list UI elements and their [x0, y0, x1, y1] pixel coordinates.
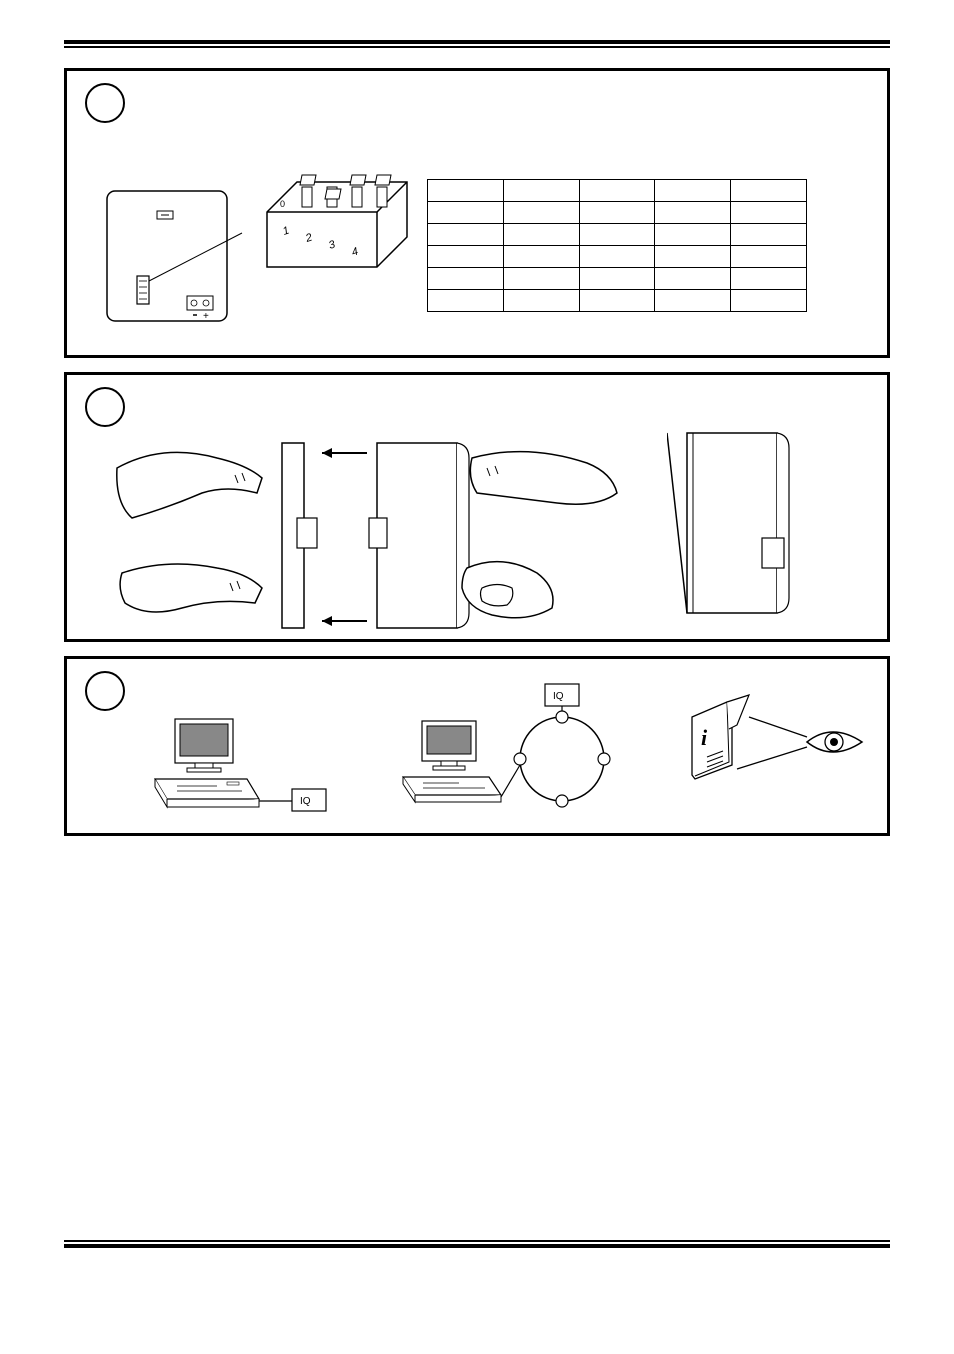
table-header	[731, 180, 807, 202]
iq-label-network: IQ	[553, 691, 564, 702]
table-cell	[655, 224, 731, 246]
step-circle-3	[85, 671, 125, 711]
hands-assembly-illustration	[107, 423, 627, 633]
step-circle-1	[85, 83, 125, 123]
table-cell	[428, 224, 504, 246]
table-cell	[503, 268, 579, 290]
table-header	[655, 180, 731, 202]
table-cell	[655, 268, 731, 290]
table-cell	[428, 268, 504, 290]
table-cell	[428, 290, 504, 312]
svg-text:i: i	[701, 725, 708, 750]
table-cell	[579, 224, 655, 246]
computer-network-illustration: IQ	[397, 679, 627, 829]
table-cell	[579, 202, 655, 224]
panel-step-3: IQ	[64, 656, 890, 836]
table-header	[579, 180, 655, 202]
table-cell	[731, 224, 807, 246]
device-box-illustration: +	[97, 181, 247, 331]
panel-step-2	[64, 372, 890, 642]
table-cell	[655, 290, 731, 312]
dip-switch-table	[427, 179, 807, 312]
svg-text:0: 0	[280, 199, 285, 209]
svg-text:+: +	[203, 311, 209, 322]
manual-eye-illustration: i	[677, 687, 867, 797]
table-cell	[503, 246, 579, 268]
dip-switch-illustration: 1 2 3 4 0	[262, 167, 417, 287]
iq-label: IQ	[300, 796, 311, 807]
table-cell	[503, 290, 579, 312]
table-header	[428, 180, 504, 202]
table-cell	[428, 202, 504, 224]
computer-direct-illustration: IQ	[147, 709, 337, 819]
table-cell	[579, 268, 655, 290]
assembled-side-view	[667, 423, 807, 623]
table-cell	[503, 202, 579, 224]
table-cell	[731, 268, 807, 290]
table-cell	[655, 202, 731, 224]
table-cell	[428, 246, 504, 268]
bottom-rule	[64, 1240, 890, 1248]
table-cell	[579, 246, 655, 268]
table-cell	[731, 202, 807, 224]
table-cell	[579, 290, 655, 312]
step-circle-2	[85, 387, 125, 427]
table-cell	[503, 224, 579, 246]
panel-step-1: +	[64, 68, 890, 358]
table-cell	[731, 246, 807, 268]
table-cell	[655, 246, 731, 268]
table-cell	[731, 290, 807, 312]
table-header	[503, 180, 579, 202]
top-rule	[64, 40, 890, 48]
